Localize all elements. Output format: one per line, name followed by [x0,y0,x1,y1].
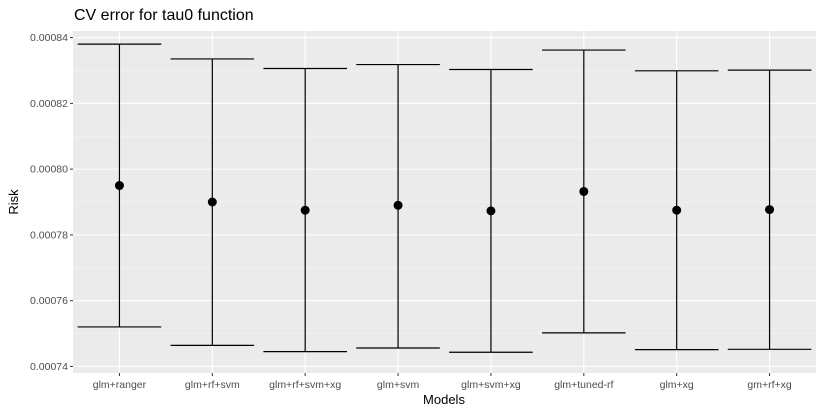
chart-title: CV error for tau0 function [74,7,254,24]
risk-point [207,197,217,207]
x-tick-label: glm+tuned-rf [554,379,613,391]
x-axis: glm+ranger glm+rf+svm glm+rf+svm+xg glm+svm… [93,373,792,391]
risk-point [393,200,403,210]
risk-point [672,205,682,215]
y-axis: 0.00074 0.00076 0.00078 0.00080 0.00082 0.000… [30,32,73,373]
x-tick-label: glm+svm [377,379,420,391]
y-tick-label: 0.00082 [30,98,68,110]
x-tick-label: glm+svm+xg [461,379,521,391]
x-tick-label: glm+rf+svm+xg [269,379,341,391]
x-tick-label: gm+rf+xg [747,379,792,391]
y-tick-label: 0.00084 [30,32,68,44]
x-tick-label: glm+xg [660,379,694,391]
y-axis-title: Risk [6,189,21,215]
risk-point [486,206,496,216]
x-tick-label: glm+rf+svm [185,379,240,391]
y-tick-label: 0.00074 [30,361,68,373]
x-tick-label: glm+ranger [93,379,147,391]
risk-point [300,205,310,215]
risk-point [579,186,589,196]
risk-point [765,205,775,215]
y-tick-label: 0.00078 [30,229,68,241]
x-axis-title: Models [423,392,465,407]
error-bars [77,43,812,353]
risk-point [114,181,124,191]
y-tick-label: 0.00076 [30,295,68,307]
y-tick-label: 0.00080 [30,164,68,176]
